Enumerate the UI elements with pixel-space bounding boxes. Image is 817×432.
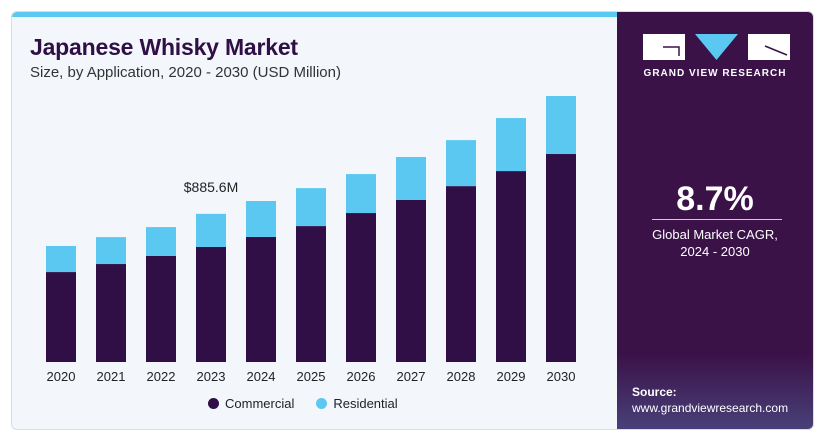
bar-commercial-2030 [546, 154, 576, 362]
bar-residential-2025 [296, 188, 326, 227]
divider [652, 219, 782, 220]
bar-commercial-2029 [496, 171, 526, 362]
bar-residential-2029 [496, 118, 526, 172]
x-tick-label: 2030 [547, 369, 576, 384]
source: Source: www.grandviewresearch.com [632, 384, 788, 416]
legend-label: Commercial [225, 396, 295, 411]
chart-title: Japanese Whisky Market [30, 34, 298, 60]
bar-chart: 2020 2021 2022 2023 $885.6M 2024 2025 2026 2027 2… [46, 96, 576, 384]
x-tick-label: 2027 [397, 369, 426, 384]
bar-commercial-2023 [196, 246, 226, 362]
bar-commercial-2022 [146, 256, 176, 362]
cagr-label-line2: 2024 - 2030 [680, 244, 750, 259]
x-tick-label: 2025 [297, 369, 326, 384]
bar-residential-2024 [246, 200, 276, 237]
bar-commercial-2021 [96, 264, 126, 362]
legend-commercial: Commercial [208, 396, 294, 411]
bar-commercial-2025 [296, 226, 326, 362]
accent-bar [12, 12, 617, 17]
x-tick-label: 2022 [147, 369, 176, 384]
x-tick-label: 2026 [347, 369, 376, 384]
x-tick-label: 2024 [247, 369, 276, 384]
cagr-value: 8.7% [676, 180, 754, 218]
source-label: Source: [632, 385, 677, 399]
legend-swatch-commercial [208, 398, 219, 409]
bar-commercial-2024 [246, 236, 276, 362]
brand-name: GRAND VIEW RESEARCH [643, 68, 787, 79]
cagr-label-line1: Global Market CAGR, [652, 227, 778, 242]
bar-residential-2021 [96, 237, 126, 265]
legend-swatch-residential [316, 398, 328, 409]
bar-commercial-2020 [46, 272, 76, 362]
x-tick-label: 2029 [497, 369, 526, 384]
x-tick-label: 2021 [97, 369, 126, 384]
source-link[interactable]: www.grandviewresearch.com [632, 401, 789, 415]
bar-residential-2023 [196, 213, 226, 247]
x-tick-label: 2020 [47, 369, 76, 384]
grand-view-research-logo [643, 34, 790, 60]
chart-subtitle: Size, by Application, 2020 - 2030 (USD M… [30, 64, 341, 81]
grid-background [617, 354, 813, 429]
legend: Commercial Residential [208, 396, 398, 411]
bar-commercial-2028 [446, 186, 476, 362]
x-tick-label: 2023 [197, 369, 226, 384]
bar-residential-2022 [146, 227, 176, 257]
infographic-card: Japanese Whisky Market Size, by Applicat… [11, 11, 814, 430]
legend-residential: Residential [316, 396, 398, 411]
bar-residential-2026 [346, 174, 376, 214]
data-label: $885.6M [184, 179, 238, 195]
cagr-label: Global Market CAGR, 2024 - 2030 [617, 226, 813, 260]
side-panel: GRAND VIEW RESEARCH 8.7% Global Market C… [617, 12, 813, 429]
bar-residential-2028 [446, 140, 476, 187]
bar-residential-2027 [396, 157, 426, 200]
bar-commercial-2027 [396, 199, 426, 362]
x-tick-label: 2028 [447, 369, 476, 384]
bar-residential-2020 [46, 245, 76, 273]
bar-residential-2030 [546, 96, 576, 155]
legend-label: Residential [333, 396, 398, 411]
bar-commercial-2026 [346, 213, 376, 362]
